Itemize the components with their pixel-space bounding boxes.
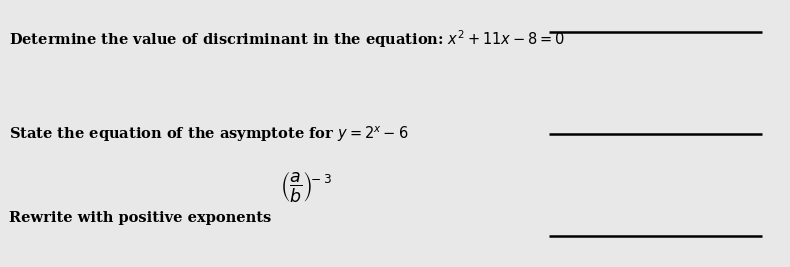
Text: Determine the value of discriminant in the equation: $x^2+11x-8=0$: Determine the value of discriminant in t… xyxy=(9,28,566,50)
Text: Rewrite with positive exponents: Rewrite with positive exponents xyxy=(9,211,272,225)
Text: $\left(\dfrac{a}{b}\right)^{\!\!-3}$: $\left(\dfrac{a}{b}\right)^{\!\!-3}$ xyxy=(280,169,333,205)
Text: State the equation of the asymptote for $y=2^x-6$: State the equation of the asymptote for … xyxy=(9,124,409,144)
